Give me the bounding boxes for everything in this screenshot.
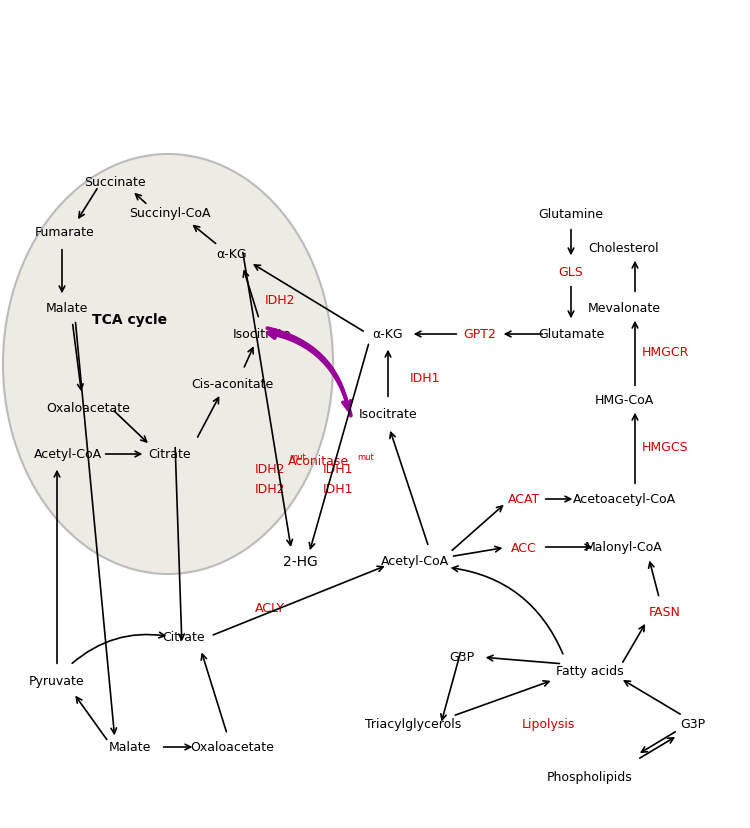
Text: Malate: Malate (109, 740, 152, 753)
Text: Acetoacetyl-CoA: Acetoacetyl-CoA (572, 493, 676, 506)
Text: ACLY: ACLY (255, 601, 285, 614)
Text: IDH1: IDH1 (322, 483, 353, 496)
Text: α-KG: α-KG (373, 328, 404, 341)
Text: Glutamine: Glutamine (538, 209, 604, 221)
Text: Malate: Malate (46, 301, 88, 314)
Text: IDH2: IDH2 (255, 483, 285, 496)
Text: HMGCR: HMGCR (641, 345, 688, 358)
Text: G3P: G3P (449, 651, 475, 664)
Text: Isocitrate: Isocitrate (232, 328, 291, 341)
Text: FASN: FASN (649, 604, 681, 618)
Text: Triacylglycerols: Triacylglycerols (364, 718, 461, 730)
Text: IDH1: IDH1 (410, 371, 440, 384)
Text: Acetyl-CoA: Acetyl-CoA (381, 555, 449, 568)
Text: Phospholipids: Phospholipids (547, 771, 633, 783)
Ellipse shape (3, 155, 333, 575)
Text: Succinate: Succinate (84, 176, 146, 188)
Text: IDH1: IDH1 (322, 463, 353, 476)
Text: Succinyl-CoA: Succinyl-CoA (129, 206, 211, 219)
Text: HMGCS: HMGCS (642, 441, 688, 454)
Text: 2-HG: 2-HG (283, 554, 317, 568)
Text: Malonyl-CoA: Malonyl-CoA (585, 541, 663, 554)
Text: mut: mut (289, 452, 306, 461)
Text: IDH2: IDH2 (265, 293, 296, 306)
Text: Oxaloacetate: Oxaloacetate (46, 401, 130, 414)
Text: Oxaloacetate: Oxaloacetate (190, 740, 274, 753)
Text: G3P: G3P (680, 718, 706, 730)
Text: Cholesterol: Cholesterol (589, 241, 659, 254)
Text: Citrate: Citrate (148, 448, 191, 461)
Text: Pyruvate: Pyruvate (29, 675, 85, 688)
Text: Mevalonate: Mevalonate (587, 301, 661, 314)
Text: mut: mut (357, 452, 374, 461)
Text: TCA cycle: TCA cycle (92, 313, 167, 326)
Text: Citrate: Citrate (163, 631, 206, 643)
Text: Fumarate: Fumarate (35, 225, 94, 238)
Text: Fatty acids: Fatty acids (556, 665, 624, 677)
Text: HMG-CoA: HMG-CoA (594, 393, 653, 406)
Text: GPT2: GPT2 (464, 328, 496, 341)
Text: α-KG: α-KG (217, 248, 248, 261)
Text: Lipolysis: Lipolysis (521, 718, 574, 730)
Text: Acetyl-CoA: Acetyl-CoA (34, 448, 102, 461)
Text: Isocitrate: Isocitrate (358, 408, 417, 421)
Text: IDH2: IDH2 (255, 463, 285, 476)
Text: Cis-aconitate: Cis-aconitate (190, 378, 273, 391)
Text: ACAT: ACAT (508, 493, 540, 506)
Text: Glutamate: Glutamate (538, 328, 604, 341)
Text: ACC: ACC (512, 541, 537, 554)
Text: GLS: GLS (559, 265, 584, 278)
Text: Aconitase: Aconitase (287, 455, 349, 468)
